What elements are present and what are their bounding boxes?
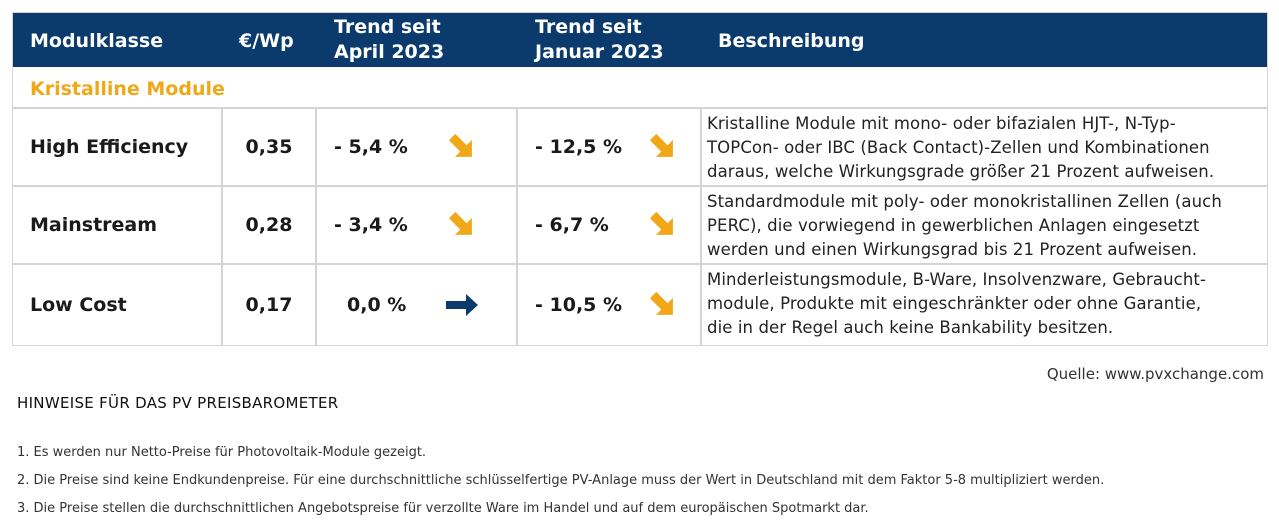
cell-module-class: High Efficiency [13,109,223,185]
cell-trend-april: - 5,4 % [317,109,518,185]
trend-april-value: 0,0 % [347,294,407,316]
hints-title: HINWEISE FÜR DAS PV PREISBAROMETER [17,394,339,412]
module-class-name: Mainstream [30,214,158,236]
arrow-down-right-icon [646,130,680,164]
description-line: Kristalline Module mit mono- oder bifazi… [707,114,1176,133]
description-line: werden und einen Wirkungsgrad bis 21 Pro… [707,240,1198,259]
module-class-name: High Efficiency [30,136,189,158]
header-description: Beschreibung [718,30,865,52]
cell-description: Standardmodule mit poly- oder monokrista… [702,187,1267,263]
header-trend-april-line1: Trend seit [334,16,441,38]
description-line: die in der Regel auch keine Bankability … [707,318,1114,337]
header-trend-april-line2: April 2023 [334,41,445,63]
description-line: daraus, welche Wirkungsgrade größer 21 P… [707,162,1215,181]
notes-list: 1. Es werden nur Netto-Preise für Photov… [17,444,1104,528]
cell-trend-april: - 3,4 % [317,187,518,263]
cell-trend-january: - 10,5 % [518,265,702,345]
description-line: Minderleistungsmodule, B-Ware, Insolvenz… [707,270,1207,289]
price-value: 0,28 [245,214,293,236]
arrow-down-right-icon [445,130,479,164]
cell-trend-january: - 6,7 % [518,187,702,263]
source-note: Quelle: www.pvxchange.com [1046,365,1264,383]
description-line: module, Produkte mit eingeschränkter ode… [707,294,1202,313]
section-title: Kristalline Module [13,67,1267,109]
arrow-down-right-icon [646,288,680,322]
description-line: TOPCon- oder IBC (Back Contact)-Zellen u… [707,138,1210,157]
module-class-name: Low Cost [30,294,127,316]
cell-price: 0,35 [223,109,317,185]
description-text: Kristalline Module mit mono- oder bifazi… [707,112,1261,184]
description-text: Standardmodule mit poly- oder monokrista… [707,190,1261,262]
table-row: High Efficiency 0,35 - 5,4 % - 12,5 % Krista… [13,109,1267,187]
price-table: Modulklasse €/Wp Trend seit April 2023 T… [12,12,1268,346]
note-item: 3. Die Preise stellen die durchschnittli… [17,501,869,516]
note-item: 2. Die Preise sind keine Endkundenpreise… [17,473,1105,488]
trend-april-value: - 3,4 % [334,214,408,236]
cell-trend-april: 0,0 % [317,265,518,345]
cell-price: 0,17 [223,265,317,345]
arrow-right-icon [445,288,479,322]
trend-january-value: - 12,5 % [535,136,623,158]
header-trend-january-line2: Januar 2023 [535,41,664,63]
header-modulklasse: Modulklasse [30,30,164,52]
description-line: PERC), die vorwiegend in gewerblichen An… [707,216,1200,235]
arrow-down-right-icon [445,208,479,242]
header-trend-april: Trend seit April 2023 [334,15,444,65]
cell-trend-january: - 12,5 % [518,109,702,185]
cell-module-class: Mainstream [13,187,223,263]
trend-january-value: - 6,7 % [535,214,609,236]
header-trend-january-line1: Trend seit [535,16,642,38]
header-trend-january: Trend seit Januar 2023 [535,15,664,65]
cell-price: 0,28 [223,187,317,263]
cell-module-class: Low Cost [13,265,223,345]
arrow-down-right-icon [646,208,680,242]
note-item: 1. Es werden nur Netto-Preise für Photov… [17,445,427,460]
price-value: 0,35 [245,136,293,158]
table-header: Modulklasse €/Wp Trend seit April 2023 T… [13,13,1267,67]
price-value: 0,17 [245,294,293,316]
trend-january-value: - 10,5 % [535,294,623,316]
description-line: Standardmodule mit poly- oder monokrista… [707,192,1222,211]
description-text: Minderleistungsmodule, B-Ware, Insolvenz… [707,268,1261,340]
table-row: Mainstream 0,28 - 3,4 % - 6,7 % Standardmodu… [13,187,1267,265]
trend-april-value: - 5,4 % [334,136,408,158]
cell-description: Kristalline Module mit mono- oder bifazi… [702,109,1267,185]
cell-description: Minderleistungsmodule, B-Ware, Insolvenz… [702,265,1267,345]
table-row: Low Cost 0,17 0,0 % - 10,5 % Minderleistungs… [13,265,1267,345]
header-price: €/Wp [239,30,294,52]
